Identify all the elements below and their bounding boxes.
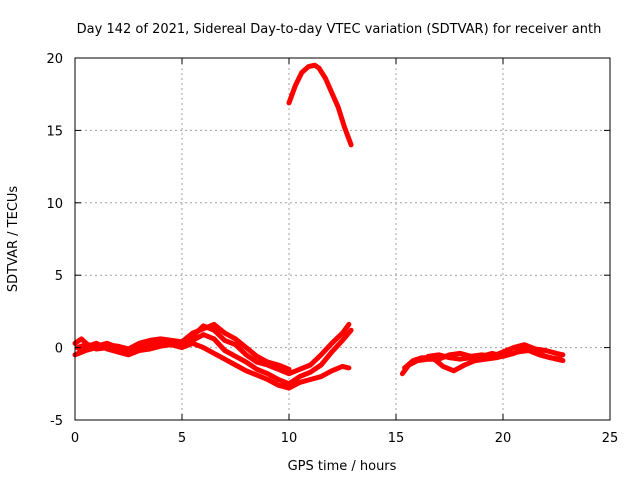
x-tick-label: 20 — [495, 431, 512, 446]
x-tick-label: 5 — [178, 431, 186, 446]
tick-layer: 0 5 10 15 20 25 -5 0 5 10 15 20 — [46, 52, 618, 446]
y-tick-label: 0 — [55, 342, 63, 357]
series-line-trace-8 — [425, 345, 566, 364]
chart-title: Day 142 of 2021, Sidereal Day-to-day VTE… — [77, 22, 602, 37]
x-tick-label: 15 — [388, 431, 405, 446]
series-line-trace-4 — [72, 321, 292, 372]
x-tick-label: 10 — [281, 431, 298, 446]
x-tick-label: 0 — [71, 431, 79, 446]
plot-frame — [74, 57, 611, 421]
y-tick-label: 10 — [46, 197, 63, 212]
series-line-trace-3 — [76, 340, 352, 391]
y-tick-label: 15 — [46, 124, 63, 139]
x-axis-label: GPS time / hours — [288, 459, 397, 474]
y-axis-label: SDTVAR / TECUs — [6, 186, 21, 293]
y-tick-label: 20 — [46, 52, 63, 67]
x-tick-label: 25 — [602, 431, 619, 446]
series-line-trace-5 — [286, 62, 354, 148]
y-tick-label: 5 — [55, 269, 63, 284]
series-layer — [72, 62, 566, 391]
series-line-trace-2 — [74, 327, 354, 387]
y-tick-label: -5 — [50, 414, 63, 429]
